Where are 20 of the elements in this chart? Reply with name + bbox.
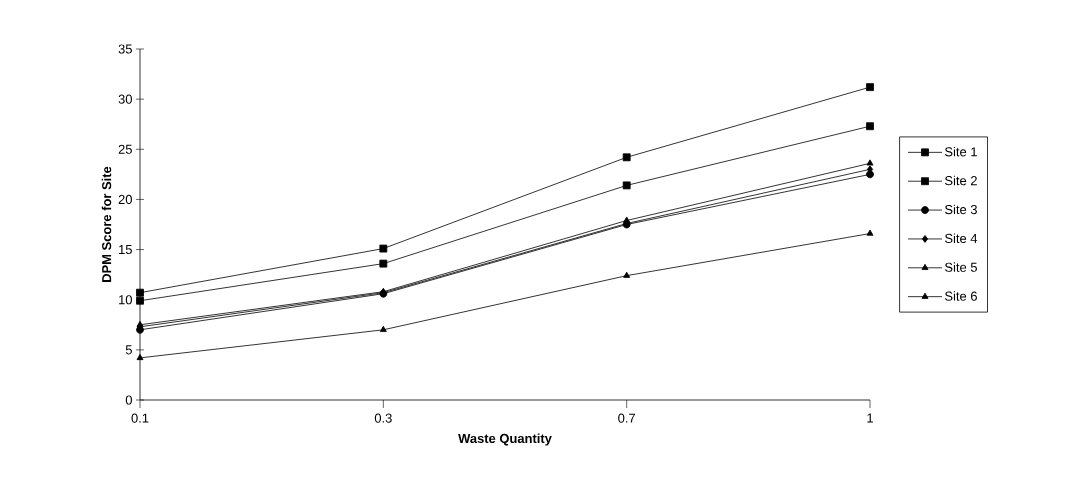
- y-tick-label: 20: [118, 194, 132, 205]
- y-tick-label: 5: [125, 345, 132, 355]
- x-tick-label: 1: [867, 413, 873, 423]
- y-tick-label: 0: [125, 395, 132, 405]
- legend-label: Site 3: [945, 204, 977, 215]
- x-tick-label: 0.3: [374, 413, 392, 423]
- x-tick-label: 0.1: [131, 413, 149, 423]
- legend-label: Site 5: [945, 262, 977, 272]
- x-axis-title: Waste Quantity: [458, 433, 552, 446]
- y-tick-label: 35: [118, 44, 132, 54]
- y-tick-label: 25: [118, 144, 132, 154]
- legend-label: Site 1: [945, 146, 977, 157]
- y-tick-label: 10: [119, 295, 132, 305]
- legend-label: Site 4: [945, 233, 978, 244]
- y-axis-title: DPM Score for Site: [101, 166, 112, 282]
- legend-label: Site 2: [945, 175, 977, 186]
- x-tick-label: 0.7: [618, 413, 636, 423]
- legend-label: Site 6: [945, 291, 977, 301]
- y-tick-label: 15: [119, 245, 132, 255]
- y-tick-label: 30: [118, 94, 132, 104]
